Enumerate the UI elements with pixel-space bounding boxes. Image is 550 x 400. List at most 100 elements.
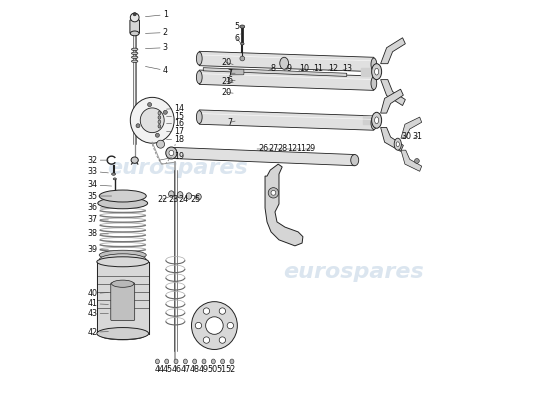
Circle shape bbox=[136, 124, 140, 128]
Text: 20: 20 bbox=[221, 88, 233, 97]
Text: 37: 37 bbox=[87, 216, 108, 224]
Ellipse shape bbox=[101, 331, 145, 340]
Text: 48: 48 bbox=[190, 365, 200, 374]
Circle shape bbox=[204, 308, 210, 314]
Ellipse shape bbox=[158, 120, 161, 124]
Ellipse shape bbox=[375, 117, 378, 124]
Text: 6: 6 bbox=[228, 76, 235, 85]
Polygon shape bbox=[199, 51, 374, 72]
Ellipse shape bbox=[168, 191, 174, 197]
Ellipse shape bbox=[196, 194, 201, 200]
Text: 9: 9 bbox=[284, 64, 292, 73]
Ellipse shape bbox=[113, 178, 117, 180]
Ellipse shape bbox=[191, 302, 238, 350]
Polygon shape bbox=[381, 128, 403, 151]
Text: 27: 27 bbox=[267, 144, 278, 154]
Polygon shape bbox=[381, 89, 403, 113]
Polygon shape bbox=[173, 147, 355, 166]
Ellipse shape bbox=[240, 25, 245, 28]
Text: 4: 4 bbox=[145, 66, 168, 75]
Text: 32: 32 bbox=[87, 156, 108, 165]
Text: 12: 12 bbox=[328, 64, 338, 73]
Circle shape bbox=[227, 322, 234, 329]
Ellipse shape bbox=[174, 359, 178, 364]
Text: 41: 41 bbox=[87, 299, 108, 308]
Text: 45: 45 bbox=[163, 365, 173, 374]
Text: 7: 7 bbox=[228, 69, 235, 78]
Circle shape bbox=[268, 188, 279, 198]
Polygon shape bbox=[204, 68, 346, 76]
Ellipse shape bbox=[158, 111, 161, 115]
Ellipse shape bbox=[165, 359, 169, 364]
Ellipse shape bbox=[196, 71, 202, 84]
Ellipse shape bbox=[166, 147, 177, 159]
Ellipse shape bbox=[375, 68, 378, 75]
Ellipse shape bbox=[394, 138, 402, 150]
Text: 25: 25 bbox=[190, 195, 200, 204]
Text: 23: 23 bbox=[168, 195, 178, 204]
Ellipse shape bbox=[140, 108, 164, 133]
Text: 11: 11 bbox=[313, 64, 323, 73]
Ellipse shape bbox=[99, 190, 146, 202]
Ellipse shape bbox=[371, 77, 377, 90]
Circle shape bbox=[219, 337, 226, 343]
Text: 38: 38 bbox=[87, 229, 108, 238]
Ellipse shape bbox=[202, 359, 206, 364]
Text: 1: 1 bbox=[145, 10, 168, 19]
Polygon shape bbox=[199, 70, 374, 90]
Polygon shape bbox=[199, 110, 374, 130]
Text: 17: 17 bbox=[167, 127, 184, 136]
Ellipse shape bbox=[131, 157, 138, 163]
FancyBboxPatch shape bbox=[230, 69, 244, 75]
Circle shape bbox=[271, 190, 276, 195]
Circle shape bbox=[156, 133, 159, 137]
Text: 5: 5 bbox=[234, 22, 241, 34]
Text: 6: 6 bbox=[235, 34, 241, 44]
Text: 11: 11 bbox=[295, 144, 306, 154]
Text: 33: 33 bbox=[87, 167, 108, 176]
Circle shape bbox=[415, 158, 419, 163]
Circle shape bbox=[219, 308, 226, 314]
Ellipse shape bbox=[130, 13, 139, 22]
Ellipse shape bbox=[177, 192, 183, 198]
Ellipse shape bbox=[112, 280, 134, 287]
Text: 15: 15 bbox=[167, 112, 184, 121]
Polygon shape bbox=[265, 164, 303, 246]
Ellipse shape bbox=[183, 359, 188, 364]
Text: 36: 36 bbox=[87, 204, 108, 212]
Ellipse shape bbox=[131, 48, 138, 50]
Ellipse shape bbox=[131, 52, 138, 54]
Ellipse shape bbox=[186, 193, 192, 199]
Text: 47: 47 bbox=[180, 365, 190, 374]
Text: 19: 19 bbox=[160, 152, 184, 161]
Text: 35: 35 bbox=[87, 192, 112, 200]
Text: 24: 24 bbox=[178, 195, 189, 204]
Text: 30: 30 bbox=[402, 132, 411, 141]
Text: 18: 18 bbox=[167, 135, 184, 144]
Circle shape bbox=[133, 13, 136, 16]
Text: 49: 49 bbox=[198, 365, 208, 374]
Ellipse shape bbox=[99, 254, 146, 266]
Circle shape bbox=[204, 337, 210, 343]
Text: 13: 13 bbox=[342, 64, 352, 73]
Text: 26: 26 bbox=[257, 144, 268, 154]
Ellipse shape bbox=[240, 42, 244, 45]
Text: 22: 22 bbox=[157, 195, 169, 204]
Polygon shape bbox=[401, 117, 422, 138]
Polygon shape bbox=[401, 150, 422, 171]
Ellipse shape bbox=[98, 198, 147, 209]
Text: 39: 39 bbox=[87, 245, 108, 254]
FancyBboxPatch shape bbox=[111, 283, 135, 320]
Ellipse shape bbox=[196, 111, 202, 124]
Ellipse shape bbox=[192, 359, 197, 364]
Ellipse shape bbox=[372, 64, 382, 80]
Ellipse shape bbox=[371, 58, 377, 71]
Ellipse shape bbox=[130, 97, 174, 143]
Text: 44: 44 bbox=[155, 365, 164, 374]
Text: 7: 7 bbox=[228, 118, 235, 127]
Text: 50: 50 bbox=[207, 365, 217, 374]
Text: 29: 29 bbox=[305, 144, 316, 154]
Text: 20: 20 bbox=[221, 58, 233, 67]
Text: 43: 43 bbox=[87, 309, 108, 318]
Text: eurospares: eurospares bbox=[283, 262, 424, 282]
